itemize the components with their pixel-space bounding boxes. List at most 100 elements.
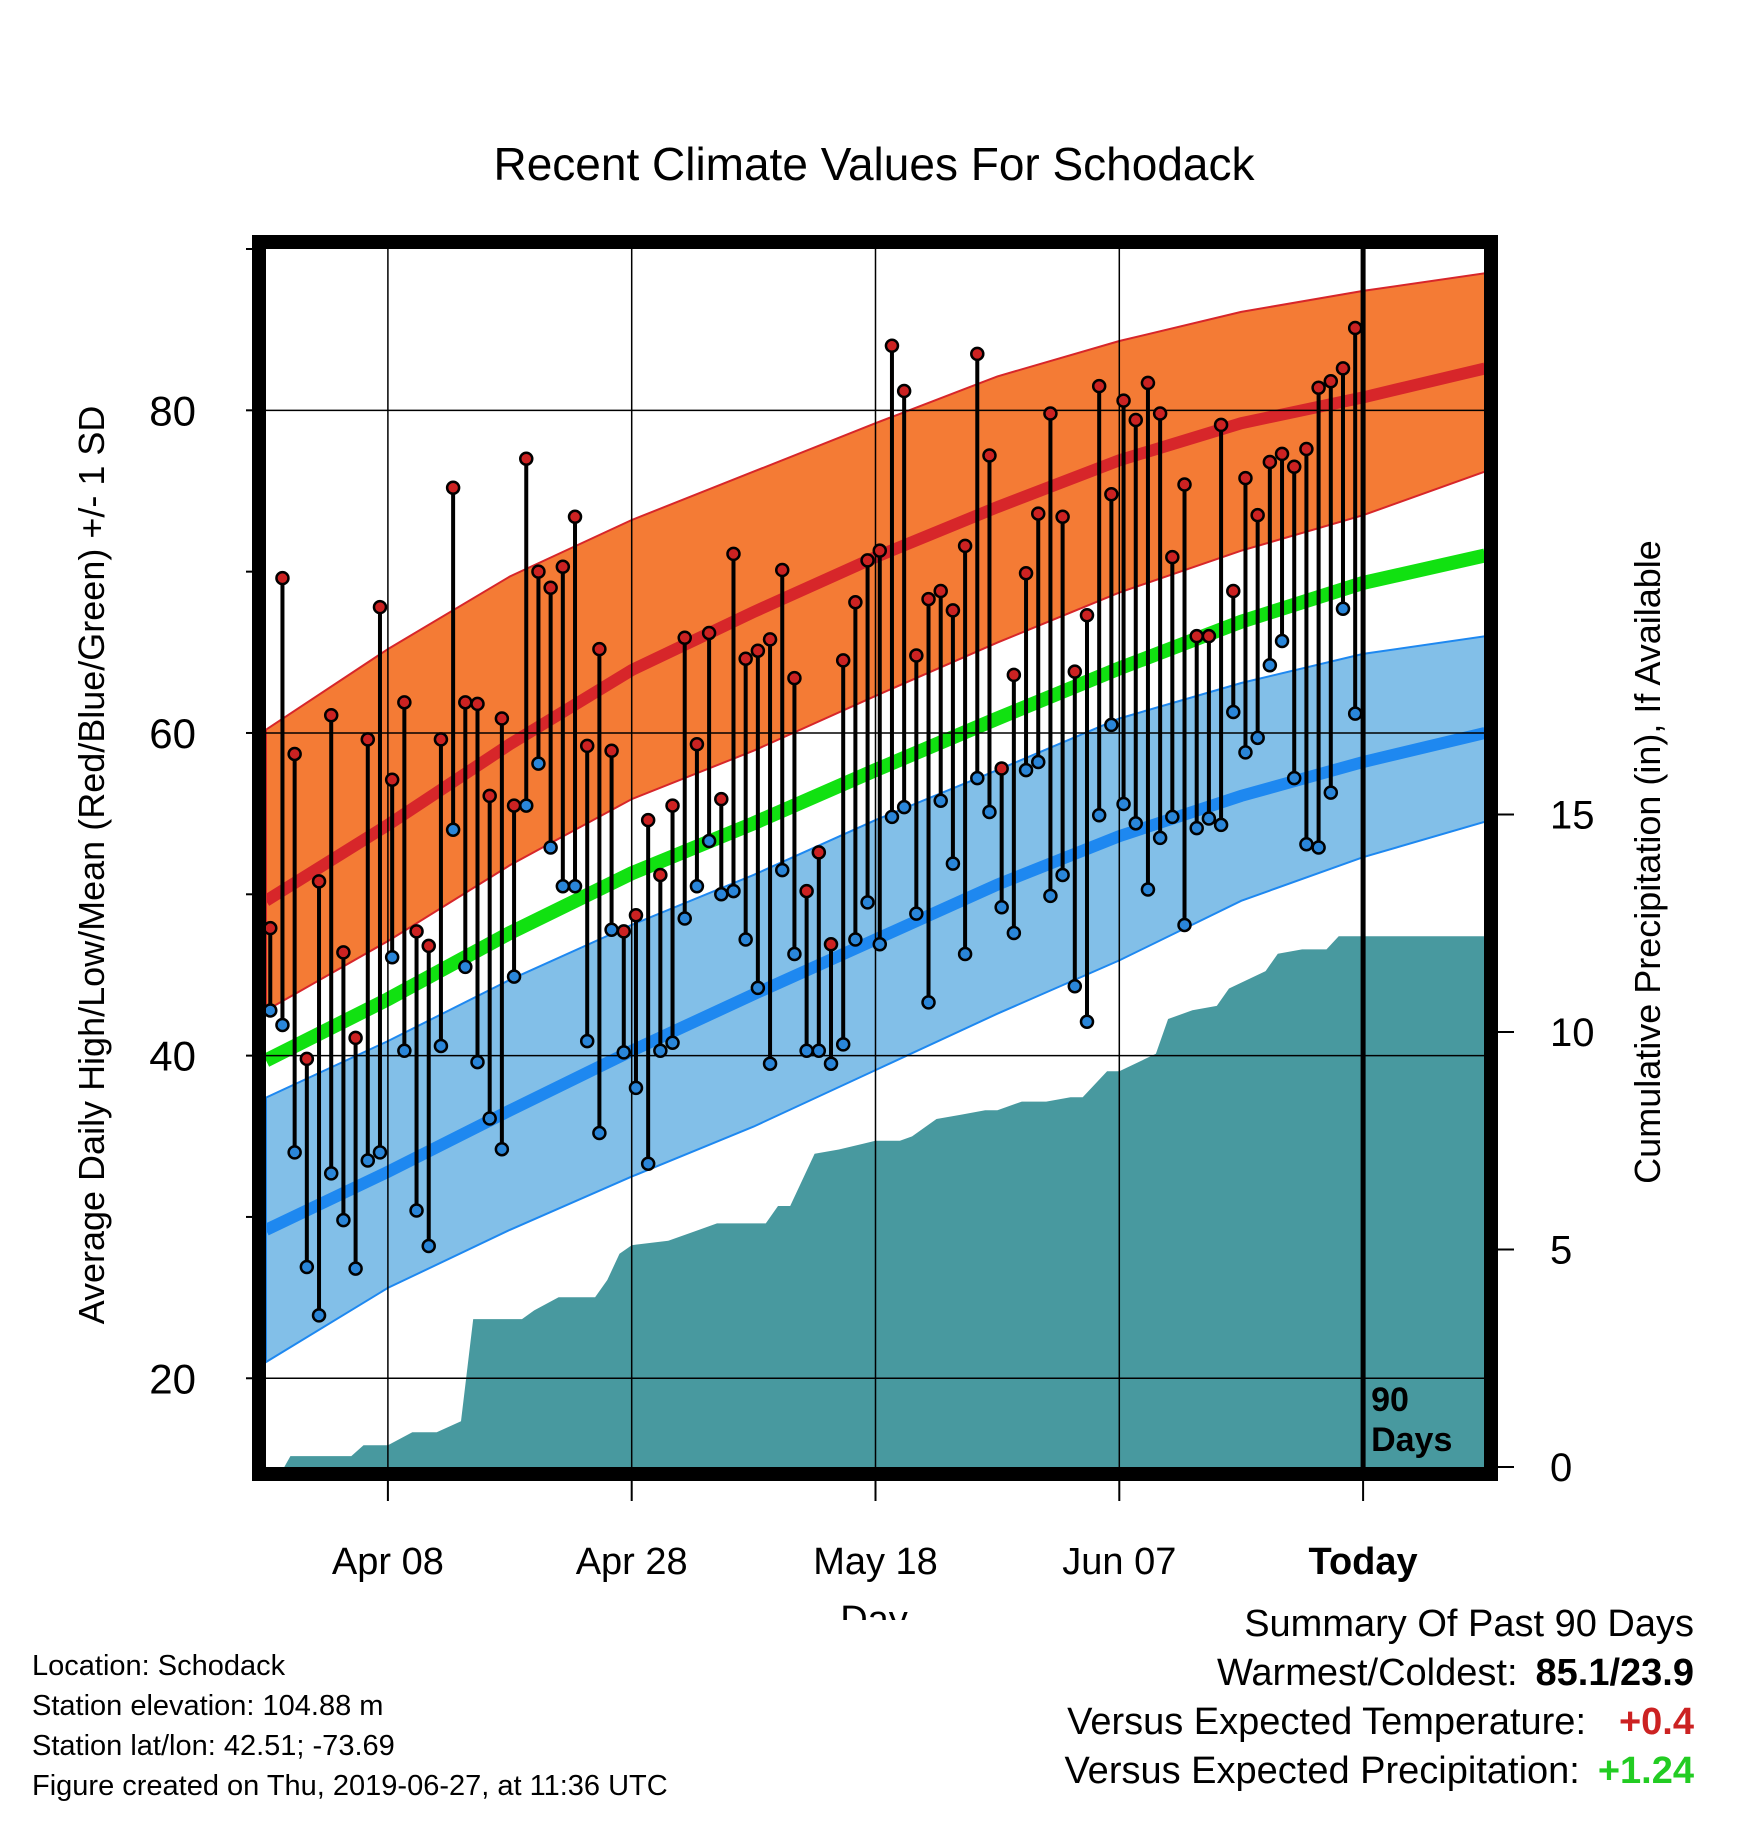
summary-heading: Summary Of Past 90 Days xyxy=(1244,1603,1694,1645)
daily-high-point xyxy=(665,798,680,813)
daily-low-point xyxy=(1274,633,1290,649)
daily-high-point xyxy=(762,632,778,647)
daily-high-point xyxy=(1286,459,1302,475)
daily-low-point xyxy=(266,1003,278,1018)
daily-high-point xyxy=(653,867,668,883)
daily-low-point xyxy=(567,878,583,894)
y-tick-label: 80 xyxy=(149,387,196,434)
daily-low-point xyxy=(604,922,619,938)
daily-low-point xyxy=(1128,816,1144,831)
daily-high-point xyxy=(506,798,522,813)
daily-high-point xyxy=(445,480,461,496)
daily-high-point xyxy=(957,538,973,554)
daily-high-point xyxy=(1201,628,1217,644)
daily-high-point xyxy=(592,641,607,657)
daily-low-point xyxy=(299,1259,315,1275)
daily-high-point xyxy=(1043,406,1058,421)
daily-high-point xyxy=(311,874,327,889)
daily-low-point xyxy=(726,883,741,899)
daily-low-point xyxy=(860,895,875,910)
daily-low-point xyxy=(823,1056,839,1071)
daily-high-point xyxy=(677,630,692,646)
daily-high-point xyxy=(921,591,936,607)
daily-high-point xyxy=(848,595,863,610)
daily-low-point xyxy=(811,1043,827,1059)
daily-low-point xyxy=(1226,704,1241,720)
daily-low-point xyxy=(311,1308,327,1323)
daily-low-point xyxy=(555,878,571,894)
daily-low-point xyxy=(738,932,753,947)
plot-frame xyxy=(252,235,1498,1481)
daily-high-point xyxy=(909,648,924,663)
daily-high-point xyxy=(884,338,900,354)
daily-high-point xyxy=(1347,320,1363,336)
today-days-label: 90 Days xyxy=(1371,1381,1452,1459)
daily-high-point xyxy=(1177,477,1192,492)
daily-high-point xyxy=(567,509,583,525)
daily-low-point xyxy=(1335,601,1351,617)
daily-high-point xyxy=(494,711,510,726)
daily-low-point xyxy=(592,1125,607,1141)
daily-low-point xyxy=(909,906,924,921)
daily-high-point xyxy=(701,625,717,641)
daily-low-point xyxy=(677,911,692,926)
daily-high-point xyxy=(275,570,290,586)
daily-high-point xyxy=(860,553,875,568)
daily-low-point xyxy=(323,1166,339,1181)
daily-high-point xyxy=(872,543,888,558)
daily-high-point xyxy=(336,945,351,960)
daily-high-point xyxy=(579,738,595,754)
daily-high-point xyxy=(1006,667,1022,683)
daily-high-point xyxy=(409,924,424,939)
daily-low-point xyxy=(1323,785,1339,800)
daily-high-point xyxy=(774,562,790,578)
daily-low-point xyxy=(1286,770,1302,786)
daily-high-point xyxy=(1189,628,1204,644)
daily-low-point xyxy=(1116,796,1131,812)
daily-high-point xyxy=(470,696,485,712)
daily-low-point xyxy=(1262,657,1278,673)
y2-tick-label: 15 xyxy=(1550,794,1595,838)
daily-low-point xyxy=(848,932,863,947)
daily-low-point xyxy=(1189,820,1204,836)
daily-high-point xyxy=(738,651,753,667)
daily-low-point xyxy=(409,1203,424,1218)
daily-low-point xyxy=(421,1238,436,1254)
daily-low-point xyxy=(1030,754,1046,770)
daily-high-point xyxy=(543,580,558,596)
daily-low-point xyxy=(994,899,1009,915)
y-tick-label: 40 xyxy=(149,1033,196,1080)
x-axis-label: Day xyxy=(840,1599,908,1620)
climate-chart: Recent Climate Values For Schodack 90 Day… xyxy=(71,138,1668,1620)
created-line: Figure created on Thu, 2019-06-27, at 11… xyxy=(32,1770,668,1802)
summary-precipitation: Versus Expected Precipitation: +1.24 xyxy=(1064,1747,1694,1796)
daily-low-point xyxy=(519,798,534,813)
daily-high-point xyxy=(519,451,534,466)
daily-high-point xyxy=(1030,506,1046,521)
daily-high-point xyxy=(970,346,985,362)
daily-high-point xyxy=(1213,417,1229,433)
daily-low-point xyxy=(579,1033,595,1049)
daily-low-point xyxy=(628,1080,644,1096)
daily-low-point xyxy=(896,799,912,815)
daily-low-point xyxy=(933,793,948,808)
x-tick-label: Today xyxy=(1309,1541,1418,1583)
location-line: Location: Schodack xyxy=(32,1650,286,1682)
daily-high-point xyxy=(287,746,302,762)
daily-low-point xyxy=(1311,840,1326,855)
daily-low-point xyxy=(470,1054,485,1070)
daily-high-point xyxy=(823,937,839,952)
precip-label: Versus Expected Precipitation: xyxy=(1064,1750,1580,1792)
daily-high-point xyxy=(1091,378,1107,394)
daily-low-point xyxy=(970,770,985,786)
daily-low-point xyxy=(445,822,461,838)
daily-high-point xyxy=(482,788,497,804)
daily-low-point xyxy=(372,1145,388,1160)
daily-high-point xyxy=(835,653,851,668)
daily-low-point xyxy=(1006,925,1022,941)
daily-low-point xyxy=(336,1212,351,1228)
chart-title: Recent Climate Values For Schodack xyxy=(493,138,1255,190)
y2-tick-label: 0 xyxy=(1550,1446,1572,1490)
daily-high-point xyxy=(1226,583,1241,599)
daily-low-point xyxy=(1091,807,1107,823)
